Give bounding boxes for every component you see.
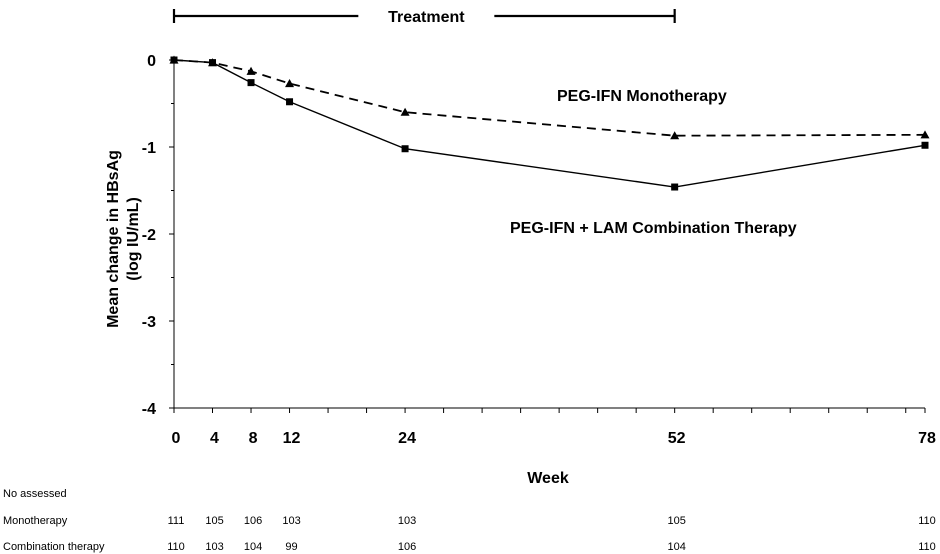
x-tick-label: 12 xyxy=(283,430,301,447)
data-point-triangle xyxy=(400,107,410,116)
data-point-triangle xyxy=(246,66,256,75)
n-assessed-value: 110 xyxy=(918,541,936,553)
y-tick-label: -3 xyxy=(142,314,156,331)
x-tick-label: 0 xyxy=(172,430,181,447)
series-line xyxy=(173,59,926,137)
n-assessed-value: 110 xyxy=(918,515,936,527)
y-axis-title-line1: Mean change in HBsAg xyxy=(105,150,122,328)
data-point-square xyxy=(921,141,929,149)
data-point-square xyxy=(170,56,178,64)
n-assessed-value: 103 xyxy=(398,515,416,527)
y-axis-title: Mean change in HBsAg (log IU/mL) xyxy=(105,150,142,328)
y-tick-label: -2 xyxy=(142,227,156,244)
data-point-square xyxy=(671,183,679,191)
data-point-square xyxy=(247,79,255,87)
x-tick-label: 4 xyxy=(210,430,219,447)
n-assessed-value: 104 xyxy=(244,541,262,553)
n-assessed-value: 103 xyxy=(282,515,300,527)
data-point-triangle xyxy=(285,78,295,88)
n-assessed-header: No assessed xyxy=(3,488,67,500)
n-assessed-value: 106 xyxy=(244,515,262,527)
n-assessed-row-label-monotherapy: Monotherapy xyxy=(3,515,68,527)
series-group xyxy=(169,55,930,191)
data-point-square xyxy=(401,145,409,153)
x-axis-title: Week xyxy=(527,470,569,487)
y-tick-label: -4 xyxy=(142,401,156,418)
treatment-bar: Treatment xyxy=(172,9,676,26)
treatment-label: Treatment xyxy=(388,9,465,26)
x-tick-label: 24 xyxy=(398,430,416,447)
n-assessed-value: 103 xyxy=(205,541,223,553)
n-assessed-value: 110 xyxy=(167,541,185,553)
n-assessed-row-label-combination: Combination therapy xyxy=(3,541,105,553)
series-label-combination: PEG-IFN + LAM Combination Therapy xyxy=(510,220,797,237)
x-tick-label: 78 xyxy=(918,430,936,447)
data-point-triangle xyxy=(670,131,680,140)
x-tick-labels: 0 4 8 12 24 52 78 xyxy=(172,430,936,447)
n-assessed-value: 99 xyxy=(285,541,297,553)
n-assessed-value: 106 xyxy=(398,541,416,553)
y-tick-label: -1 xyxy=(142,140,156,157)
series-label-monotherapy: PEG-IFN Monotherapy xyxy=(557,88,727,105)
series-combination xyxy=(170,56,929,191)
axes xyxy=(169,59,926,413)
data-point-square xyxy=(209,59,217,67)
data-point-square xyxy=(286,98,294,106)
y-axis-title-line2: (log IU/mL) xyxy=(125,197,142,281)
n-assessed-value: 111 xyxy=(168,515,185,527)
x-tick-label: 52 xyxy=(668,430,686,447)
series-line xyxy=(173,59,926,188)
n-assessed-value: 105 xyxy=(205,515,223,527)
y-tick-label: 0 xyxy=(147,53,156,70)
series-monotherapy xyxy=(169,55,930,140)
y-tick-labels: 0 -1 -2 -3 -4 xyxy=(142,53,156,418)
n-assessed-value: 104 xyxy=(667,541,685,553)
n-assessed-table: No assessed Monotherapy Combination ther… xyxy=(3,488,936,553)
data-point-triangle xyxy=(920,130,930,139)
x-tick-label: 8 xyxy=(249,430,258,447)
n-assessed-value: 105 xyxy=(667,515,685,527)
